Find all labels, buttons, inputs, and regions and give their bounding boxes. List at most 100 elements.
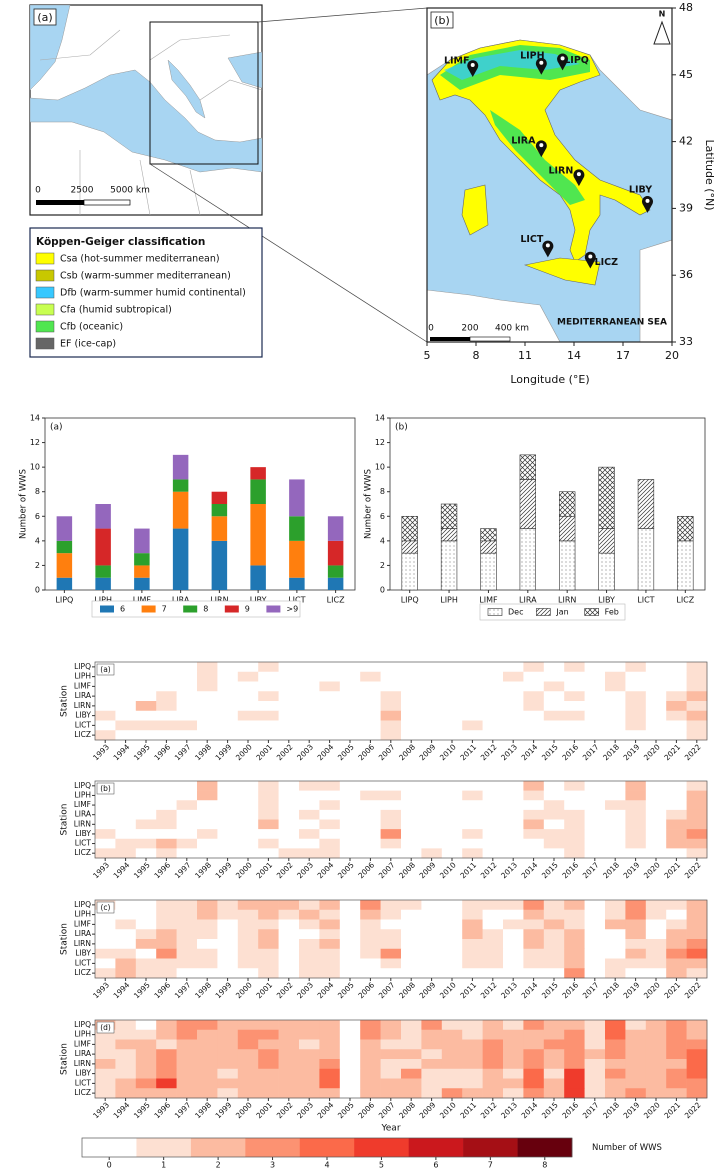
heat-cell bbox=[339, 958, 361, 969]
heat-cell bbox=[523, 720, 545, 731]
heat-cell bbox=[401, 929, 422, 940]
heat-cell bbox=[115, 1088, 137, 1099]
heat-cell bbox=[605, 929, 626, 940]
heat-cell bbox=[482, 829, 504, 840]
heat-cell bbox=[462, 1059, 483, 1070]
heat-cell bbox=[421, 710, 443, 721]
station-pin-hole bbox=[645, 198, 650, 203]
x-tick-label: 2002 bbox=[275, 1100, 295, 1120]
heat-cell bbox=[503, 800, 524, 811]
heat-cell bbox=[258, 1049, 279, 1060]
heat-cell bbox=[278, 848, 300, 859]
heat-cell bbox=[543, 809, 565, 820]
heat-cell bbox=[217, 929, 239, 940]
heat-cell bbox=[237, 691, 259, 702]
bar-segment bbox=[172, 528, 189, 590]
heat-cell bbox=[625, 1068, 647, 1079]
colorbar-segment bbox=[408, 1138, 464, 1157]
heat-cell bbox=[299, 730, 320, 741]
heat-cell bbox=[645, 929, 667, 940]
heat-cell bbox=[176, 939, 198, 950]
heat-cell bbox=[176, 681, 198, 692]
x-tick-label: 2017 bbox=[581, 860, 601, 880]
heat-cell bbox=[299, 1049, 320, 1060]
heat-cell bbox=[237, 1088, 259, 1099]
heat-cell bbox=[339, 662, 361, 673]
heat-cell bbox=[462, 929, 483, 940]
x-tick-label: 2016 bbox=[560, 980, 580, 1000]
legend-label: Cfa (humid subtropical) bbox=[60, 305, 172, 316]
heat-cell bbox=[319, 781, 341, 791]
bar-segment bbox=[134, 577, 150, 590]
panel-label: (d) bbox=[100, 1023, 111, 1032]
y-tick-label: LIBY bbox=[75, 829, 91, 838]
heat-cell bbox=[278, 809, 300, 820]
heat-cell bbox=[299, 909, 320, 920]
heat-cell bbox=[95, 958, 116, 969]
legend-swatch bbox=[35, 252, 55, 265]
heat-cell bbox=[217, 909, 239, 920]
heat-cell bbox=[319, 1059, 341, 1070]
heat-cell bbox=[95, 1088, 116, 1099]
heat-cell bbox=[237, 819, 259, 830]
y-tick-label: LICZ bbox=[74, 848, 91, 857]
heat-cell bbox=[380, 720, 402, 731]
bar-segment bbox=[172, 479, 189, 492]
heat-cell bbox=[299, 1020, 320, 1031]
heat-cell bbox=[625, 939, 647, 950]
heat-cell bbox=[625, 1039, 647, 1050]
heat-cell bbox=[135, 1039, 157, 1050]
heat-cell bbox=[319, 800, 341, 811]
bar-segment bbox=[480, 528, 497, 542]
x-tick-label: 2007 bbox=[377, 1100, 397, 1120]
heat-cell bbox=[482, 819, 504, 830]
heat-cell bbox=[625, 958, 647, 969]
heat-cell bbox=[523, 929, 545, 940]
heat-cell bbox=[258, 1059, 279, 1070]
station-label: LIPQ bbox=[564, 55, 589, 66]
x-tick-label: LIBY bbox=[250, 596, 267, 605]
heat-cell bbox=[605, 720, 626, 731]
x-tick-label: LIRA bbox=[519, 596, 537, 605]
x-tick-label: LIPH bbox=[94, 596, 112, 605]
y-tick-label: 8 bbox=[380, 487, 385, 496]
heat-cell bbox=[278, 730, 300, 741]
heat-cell bbox=[156, 848, 177, 859]
colorbar-tick-label: 8 bbox=[542, 1161, 547, 1170]
heat-cell bbox=[360, 781, 381, 791]
heat-cell bbox=[258, 1078, 279, 1089]
legend-swatch bbox=[100, 605, 114, 613]
heat-cell bbox=[564, 900, 585, 911]
heat-cell bbox=[625, 730, 647, 741]
colorbar-frame bbox=[81, 1137, 573, 1158]
x-tick-label: 2000 bbox=[234, 980, 254, 1000]
heat-cell bbox=[666, 790, 687, 801]
heat-cell bbox=[237, 681, 259, 692]
heat-cell bbox=[278, 1020, 300, 1031]
heat-cell bbox=[156, 662, 177, 673]
heat-cell bbox=[197, 1039, 218, 1050]
heat-cell bbox=[401, 919, 422, 930]
x-tick-label: 1996 bbox=[152, 860, 172, 880]
heat-cell bbox=[319, 809, 341, 820]
heat-cell bbox=[605, 1059, 626, 1070]
heat-cell bbox=[401, 838, 422, 849]
plot-frame bbox=[389, 417, 706, 591]
heat-cell bbox=[584, 1020, 606, 1031]
heat-cell bbox=[666, 900, 687, 911]
heat-cell bbox=[115, 819, 137, 830]
heat-cell bbox=[441, 662, 463, 673]
heat-cell bbox=[115, 710, 137, 721]
heat-cell bbox=[299, 781, 320, 791]
x-tick-label: 2010 bbox=[438, 860, 458, 880]
heat-cell bbox=[625, 800, 647, 811]
heat-cell bbox=[482, 948, 504, 959]
heat-cell bbox=[462, 939, 483, 950]
heat-cell bbox=[503, 1020, 524, 1031]
heat-cell bbox=[278, 710, 300, 721]
bar-segment bbox=[559, 491, 576, 517]
x-tick-label: 2008 bbox=[397, 860, 417, 880]
station-pin-hole bbox=[576, 172, 581, 177]
heat-cell bbox=[584, 1068, 606, 1079]
